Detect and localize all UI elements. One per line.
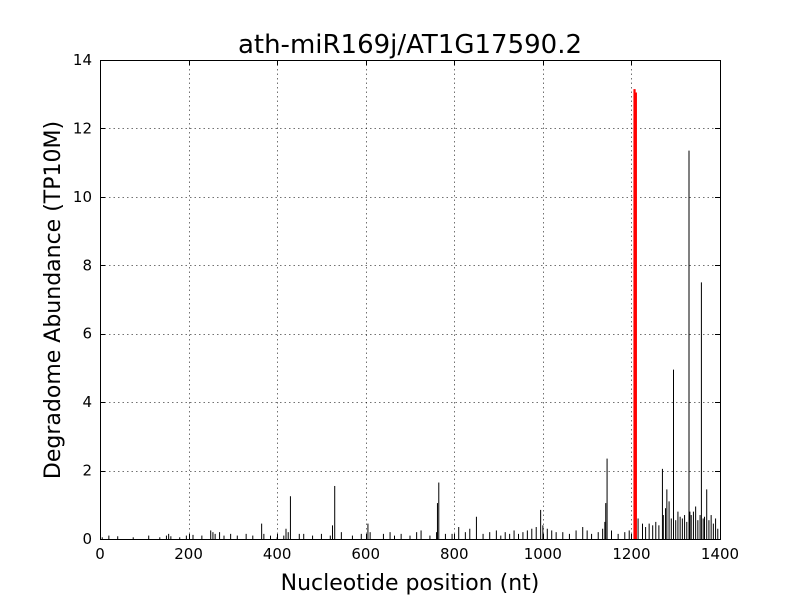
y-tick-label: 12 — [73, 119, 92, 137]
y-tick-label: 6 — [82, 325, 92, 343]
x-tick-label: 0 — [95, 545, 105, 563]
plot-frame — [100, 60, 721, 540]
y-tick-label: 2 — [82, 462, 92, 480]
x-tick-label: 1200 — [612, 545, 650, 563]
x-tick-label: 800 — [440, 545, 469, 563]
x-axis-label: Nucleotide position (nt) — [281, 571, 540, 596]
x-tick-label: 400 — [263, 545, 292, 563]
y-tick-label: 0 — [82, 530, 92, 548]
data-bars — [101, 89, 719, 539]
y-tick-label: 8 — [82, 256, 92, 274]
x-tick-label: 200 — [174, 545, 203, 563]
y-tick-label: 14 — [73, 51, 92, 69]
y-tick-label: 10 — [73, 188, 92, 206]
x-tick-label: 1000 — [524, 545, 562, 563]
grid-lines — [100, 60, 720, 539]
x-tick-label: 1400 — [701, 545, 739, 563]
y-axis-label: Degradome Abundance (TP10M) — [41, 121, 66, 479]
axis-ticks: 0 200 400 600 800 1000 1200 1400 0 2 4 6 8 10 12 14 — [73, 51, 739, 563]
x-tick-label: 600 — [351, 545, 380, 563]
y-tick-label: 4 — [82, 393, 92, 411]
chart-title: ath-miR169j/AT1G17590.2 — [238, 30, 582, 60]
